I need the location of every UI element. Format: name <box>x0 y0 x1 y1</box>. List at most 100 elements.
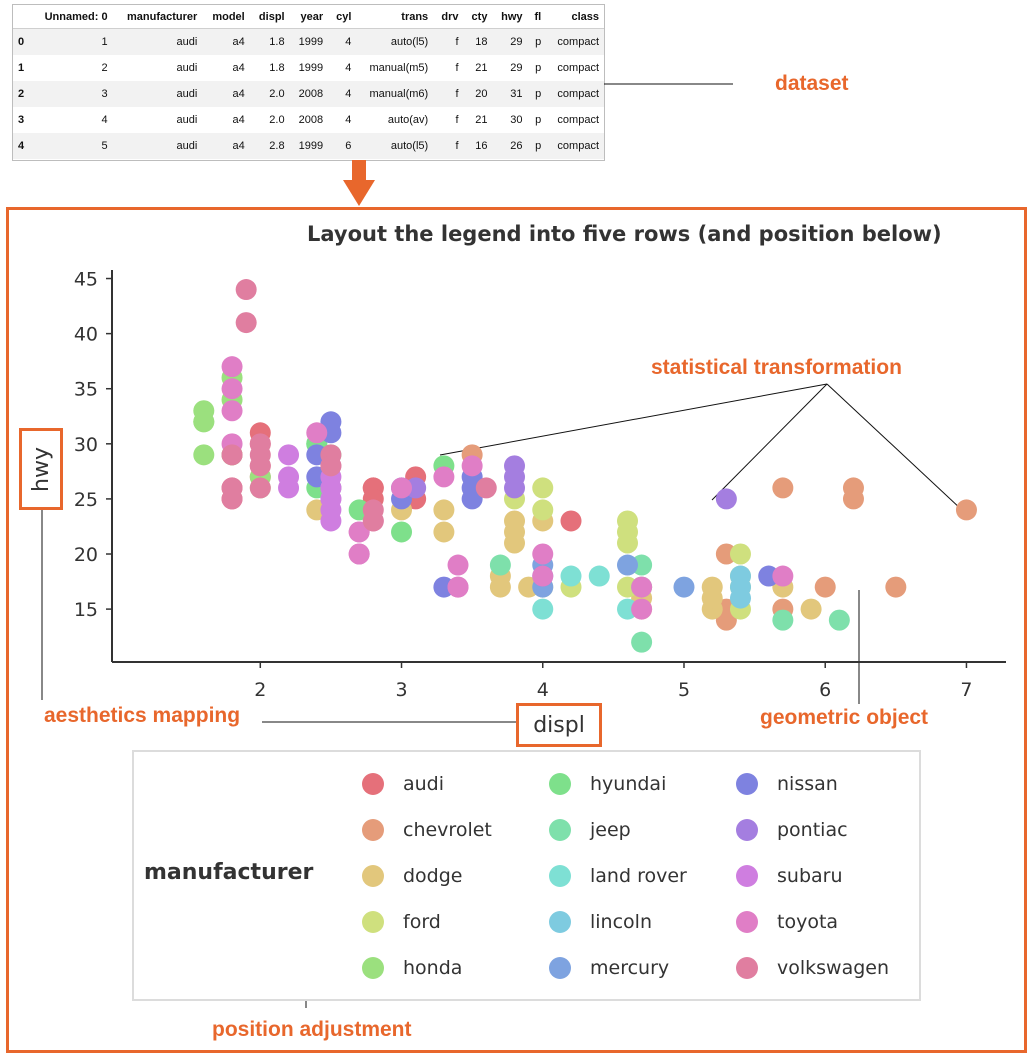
table-cell: 1.8 <box>269 36 285 48</box>
data-point <box>631 576 653 598</box>
data-point <box>504 477 526 499</box>
table-header-cell: model <box>202 5 250 29</box>
data-point <box>828 609 850 631</box>
legend-label: nissan <box>777 773 838 795</box>
table-cell: 5 <box>101 140 108 152</box>
table-row: 0 1 audi a4 1.8 1999 4 auto(l5) f 18 29 p compact <box>13 28 604 55</box>
legend-swatch <box>362 911 384 933</box>
table-cell: compact <box>557 114 599 126</box>
legend-item: dodge <box>362 861 463 891</box>
x-tick-label: 4 <box>537 679 549 701</box>
legend-label: honda <box>403 957 463 979</box>
table-header-cell: cyl <box>328 5 357 29</box>
legend-swatch <box>549 773 571 795</box>
table-cell: a4 <box>232 62 245 74</box>
legend-swatch <box>736 865 758 887</box>
table-cell: f <box>455 88 459 100</box>
legend-swatch <box>362 865 384 887</box>
table-cell: a4 <box>232 36 245 48</box>
data-point <box>532 598 554 620</box>
data-point <box>193 411 215 433</box>
data-point <box>306 422 328 444</box>
table-cell: auto(l5) <box>390 36 429 48</box>
data-point <box>955 499 977 521</box>
data-point <box>560 510 582 532</box>
data-point <box>489 554 511 576</box>
table-header-cell: class <box>546 5 604 29</box>
y-axis-label-text: hwy <box>28 446 54 492</box>
table-cell: a4 <box>232 114 245 126</box>
y-tick-label: 35 <box>74 379 98 401</box>
data-point <box>772 609 794 631</box>
legend-label: lincoln <box>590 911 652 933</box>
table-cell: 2 <box>18 88 25 100</box>
table-cell: audi <box>176 36 198 48</box>
legend-label: ford <box>403 911 441 933</box>
statistical-transformation-label: statistical transformation <box>651 356 902 379</box>
data-point <box>362 499 384 521</box>
legend-label: audi <box>403 773 445 795</box>
data-point <box>433 499 455 521</box>
legend-item: land rover <box>549 861 687 891</box>
table-cell: auto(l5) <box>390 140 429 152</box>
table-cell: 31 <box>510 88 523 100</box>
table-header-cell: displ <box>249 5 290 29</box>
data-point <box>616 554 638 576</box>
legend-label: subaru <box>777 865 843 887</box>
data-point <box>221 488 243 510</box>
table-cell: f <box>455 62 459 74</box>
data-point <box>221 400 243 422</box>
table-cell: 2008 <box>298 114 324 126</box>
data-point <box>461 455 483 477</box>
table-header-cell: manufacturer <box>112 5 203 29</box>
data-point <box>842 488 864 510</box>
table-cell: 21 <box>475 62 488 74</box>
legend-item: toyota <box>736 907 838 937</box>
x-tick-label: 3 <box>395 679 407 701</box>
legend-swatch <box>362 957 384 979</box>
data-point <box>729 543 751 565</box>
legend-item: audi <box>362 769 444 799</box>
table-cell: 4 <box>345 88 352 100</box>
data-point <box>249 477 271 499</box>
data-point <box>532 477 554 499</box>
table-cell: auto(av) <box>387 114 429 126</box>
data-point <box>320 510 342 532</box>
chart-title: Layout the legend into five rows (and po… <box>307 222 942 246</box>
legend-label: land rover <box>590 865 687 887</box>
data-point <box>320 411 342 433</box>
data-point <box>391 521 413 543</box>
position-adjustment-label: position adjustment <box>212 1018 412 1041</box>
table-cell: 16 <box>475 140 488 152</box>
data-point <box>221 444 243 466</box>
table-cell: a4 <box>232 140 245 152</box>
legend-label: dodge <box>403 865 463 887</box>
table-cell: 30 <box>510 114 523 126</box>
table-cell: audi <box>176 88 198 100</box>
legend-label: chevrolet <box>403 819 492 841</box>
x-tick-label: 2 <box>254 679 266 701</box>
data-point <box>475 477 497 499</box>
table-cell: 2008 <box>298 88 324 100</box>
data-point <box>588 565 610 587</box>
legend-item: nissan <box>736 769 838 799</box>
table-row: 3 4 audi a4 2.0 2008 4 auto(av) f 21 30 p compact <box>13 107 604 133</box>
y-tick-label: 40 <box>74 324 98 346</box>
data-point <box>631 631 653 653</box>
data-point <box>673 576 695 598</box>
data-point <box>391 477 413 499</box>
x-tick-label: 5 <box>678 679 690 701</box>
legend <box>132 750 921 1001</box>
table-cell: 3 <box>101 88 108 100</box>
data-points <box>193 279 977 653</box>
table-cell: audi <box>176 62 198 74</box>
table-cell: 1999 <box>298 62 324 74</box>
table-header-cell: cty <box>463 5 493 29</box>
table-cell: 29 <box>510 62 523 74</box>
data-point <box>447 554 469 576</box>
table-header-cell: year <box>289 5 329 29</box>
table-cell: 2 <box>101 62 108 74</box>
table-cell: 20 <box>475 88 488 100</box>
data-point <box>447 576 469 598</box>
